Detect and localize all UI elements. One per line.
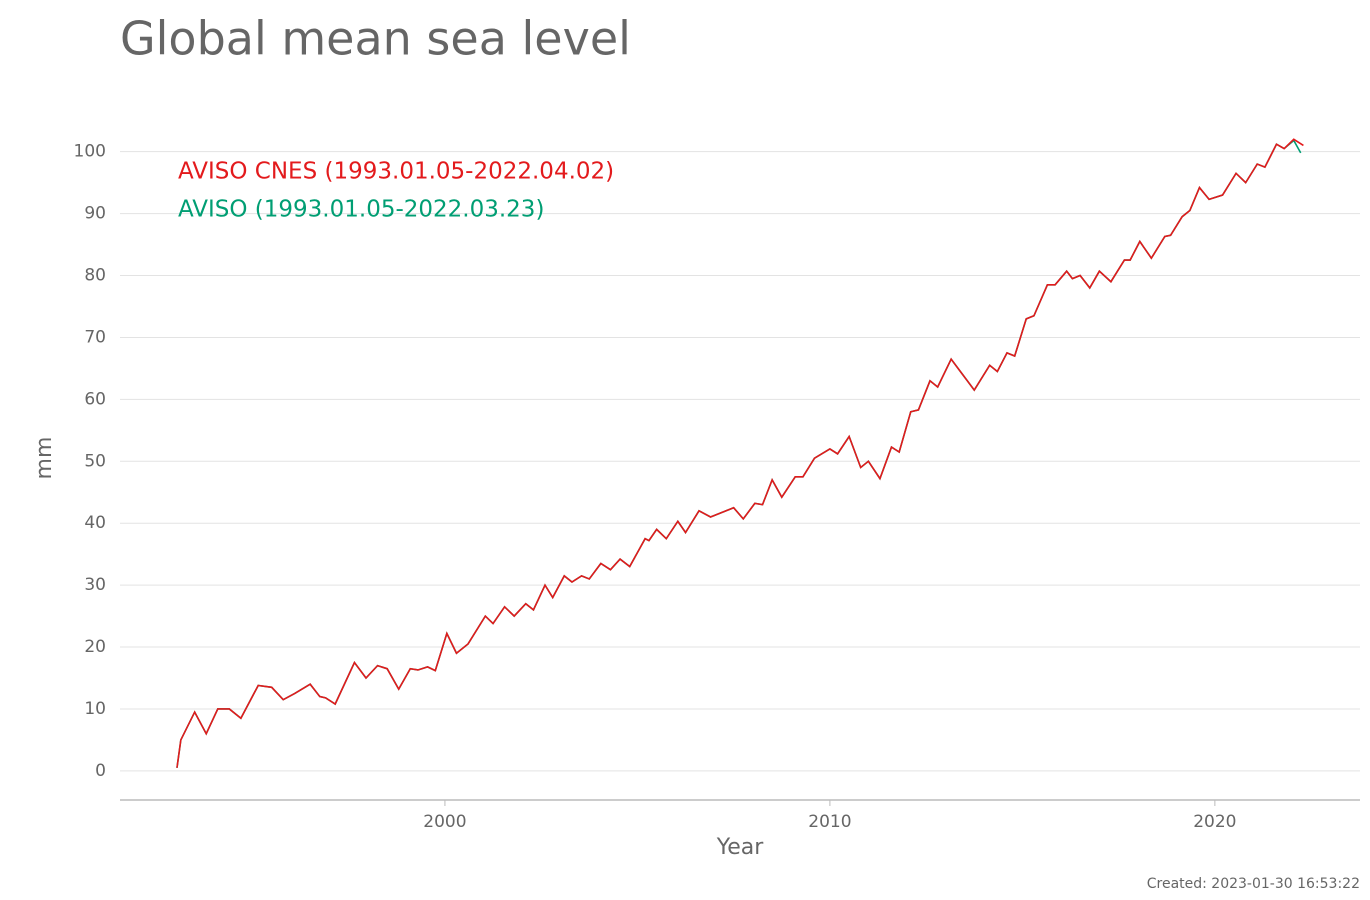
y-tick-label: 50 bbox=[84, 451, 106, 471]
y-tick-label: 10 bbox=[84, 699, 106, 719]
y-tick-label: 80 bbox=[84, 266, 106, 286]
y-tick-label: 30 bbox=[84, 575, 106, 595]
series-line bbox=[176, 139, 1302, 768]
x-tick-label: 2010 bbox=[808, 812, 851, 832]
y-tick-label: 90 bbox=[84, 204, 106, 224]
x-axis-label: Year bbox=[716, 835, 765, 860]
y-axis-label: mm bbox=[32, 437, 57, 480]
y-tick-label: 20 bbox=[84, 637, 106, 657]
created-note: Created: 2023-01-30 16:53:22 bbox=[1147, 876, 1360, 892]
legend-entry: AVISO CNES (1993.01.05-2022.04.02) bbox=[178, 159, 614, 185]
x-tick-label: 2000 bbox=[423, 812, 466, 832]
y-tick-label: 70 bbox=[84, 327, 106, 347]
y-tick-label: 60 bbox=[84, 389, 106, 409]
y-tick-label: 100 bbox=[74, 142, 106, 162]
chart-title: Global mean sea level bbox=[120, 12, 631, 66]
series-line bbox=[176, 138, 1304, 768]
y-tick-label: 40 bbox=[84, 513, 106, 533]
y-tick-label: 0 bbox=[95, 761, 106, 781]
legend-entry: AVISO (1993.01.05-2022.03.23) bbox=[178, 197, 544, 223]
x-tick-label: 2020 bbox=[1193, 812, 1236, 832]
